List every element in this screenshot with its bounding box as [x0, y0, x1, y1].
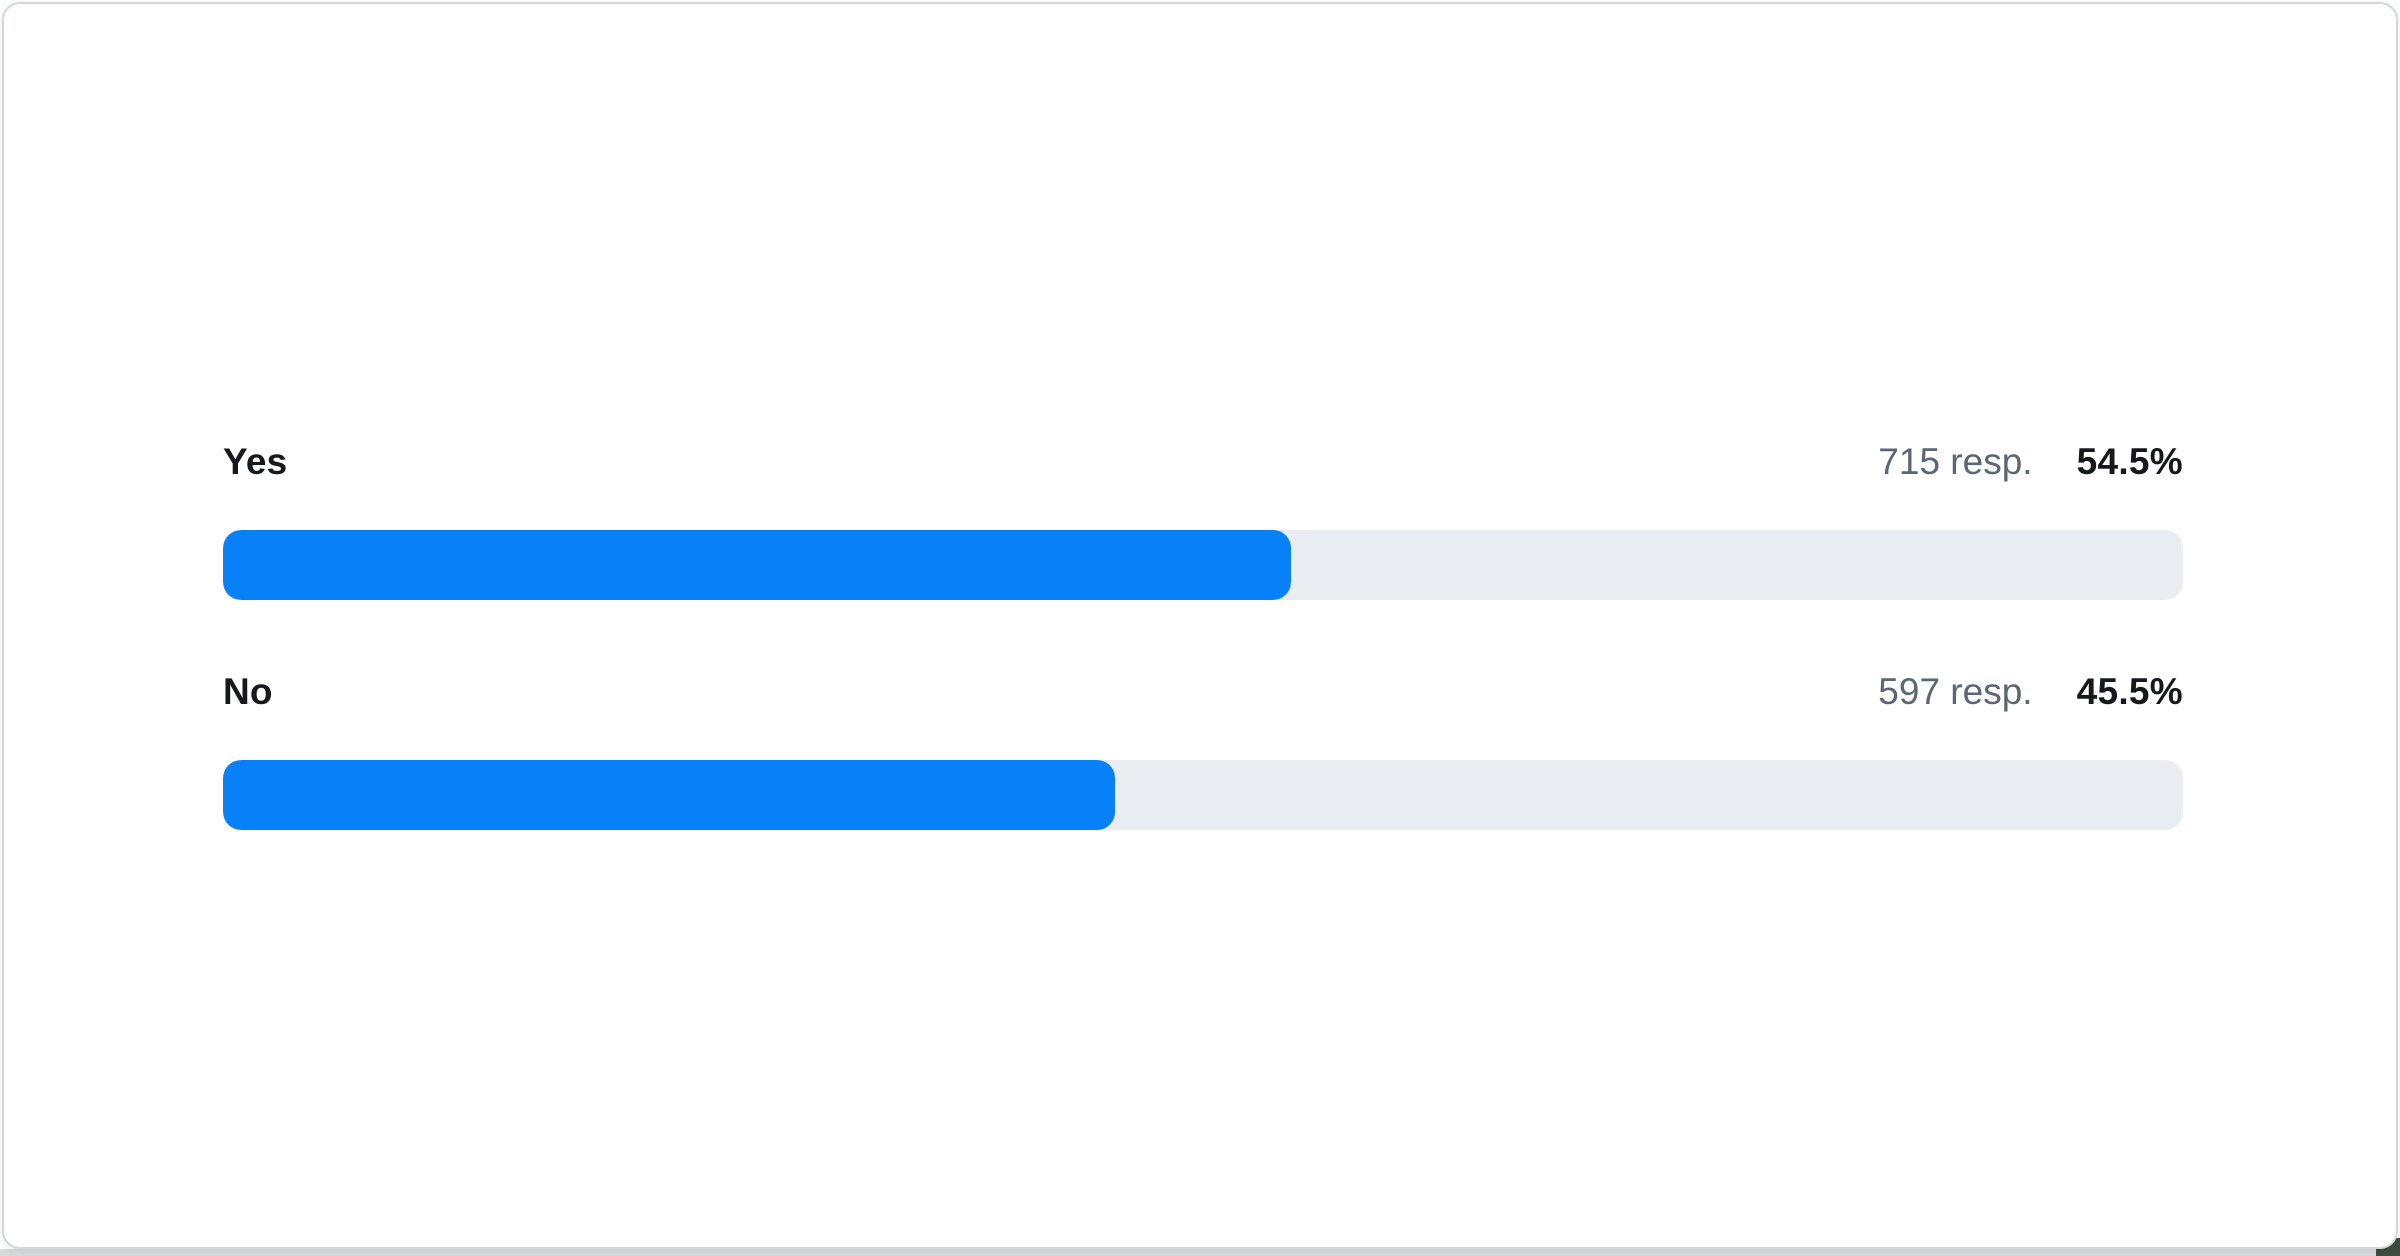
progress-track — [223, 530, 2183, 600]
progress-fill — [223, 760, 1115, 830]
row-header: Yes 715 resp. 54.5% — [223, 440, 2183, 484]
percent-value: 45.5% — [2076, 671, 2183, 712]
poll-option-row-no: No 597 resp. 45.5% — [223, 670, 2183, 830]
option-label: Yes — [223, 441, 288, 482]
row-stats: 597 resp. 45.5% — [1878, 670, 2183, 714]
progress-fill — [223, 530, 1292, 600]
response-count: 597 resp. — [1878, 671, 2033, 712]
row-header: No 597 resp. 45.5% — [223, 670, 2183, 714]
poll-results-list: Yes 715 resp. 54.5% No 597 resp. 45.5% — [223, 440, 2183, 830]
percent-value: 54.5% — [2076, 441, 2183, 482]
row-stats: 715 resp. 54.5% — [1878, 440, 2183, 484]
poll-option-row-yes: Yes 715 resp. 54.5% — [223, 440, 2183, 600]
background-bottom-strip — [0, 1249, 2378, 1256]
response-count: 715 resp. — [1878, 441, 2033, 482]
progress-track — [223, 760, 2183, 830]
option-label: No — [223, 671, 273, 712]
